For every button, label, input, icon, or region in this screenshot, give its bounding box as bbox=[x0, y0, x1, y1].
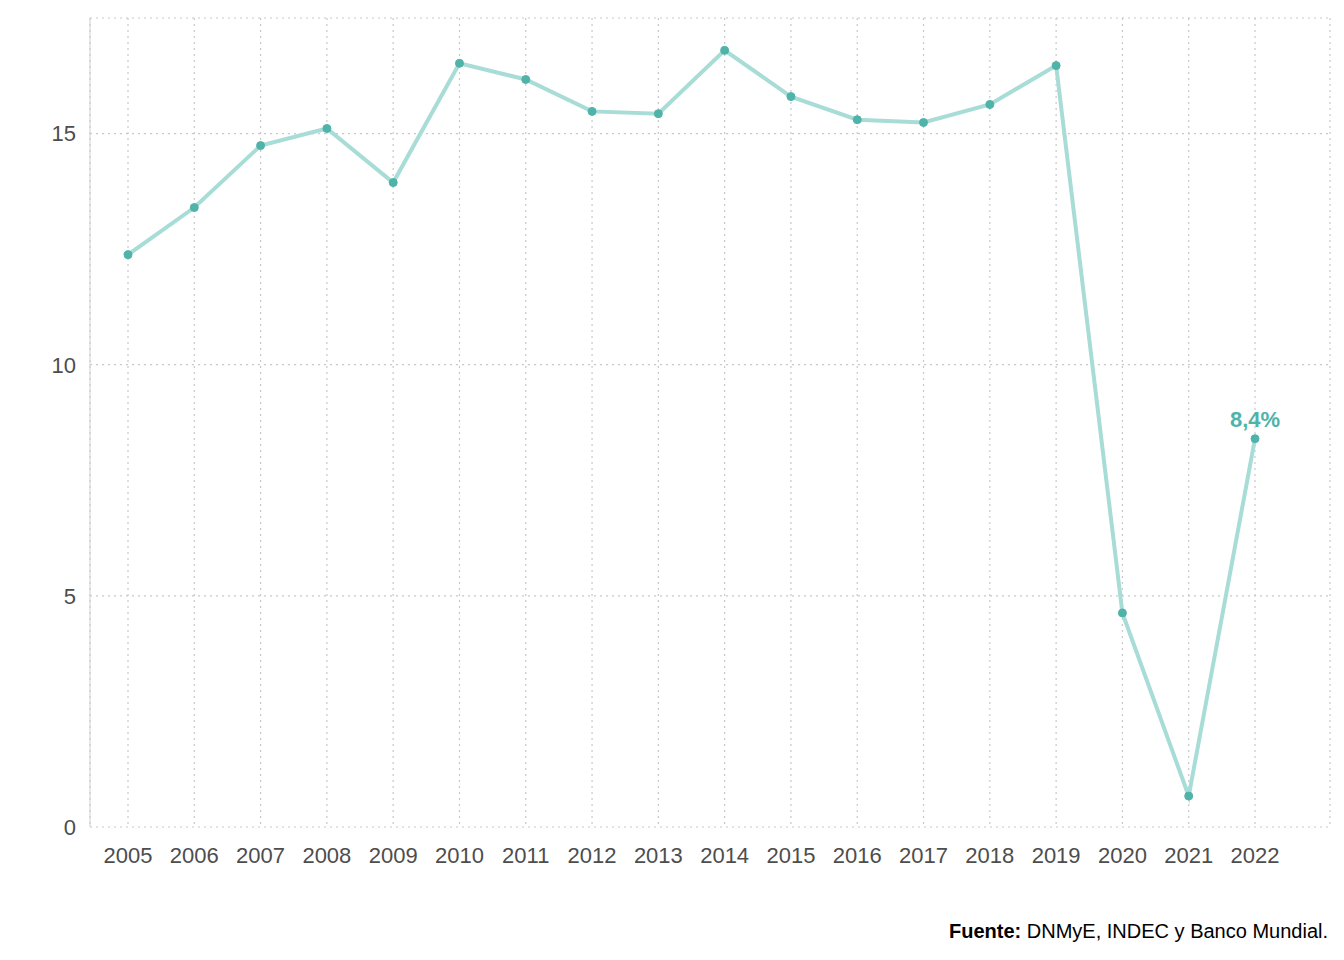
svg-text:2014: 2014 bbox=[700, 843, 749, 868]
svg-text:2022: 2022 bbox=[1231, 843, 1280, 868]
svg-text:2010: 2010 bbox=[435, 843, 484, 868]
svg-text:2007: 2007 bbox=[236, 843, 285, 868]
svg-text:2018: 2018 bbox=[965, 843, 1014, 868]
svg-text:2021: 2021 bbox=[1164, 843, 1213, 868]
svg-text:2019: 2019 bbox=[1032, 843, 1081, 868]
svg-text:2017: 2017 bbox=[899, 843, 948, 868]
svg-text:5: 5 bbox=[64, 584, 76, 609]
html-text:Fuente: DNMyE, INDEC y Banco M: Fuente: DNMyE, INDEC y Banco Mundial. bbox=[949, 920, 1328, 942]
svg-text:2009: 2009 bbox=[369, 843, 418, 868]
svg-text:10: 10 bbox=[52, 353, 76, 378]
svg-text:2016: 2016 bbox=[833, 843, 882, 868]
svg-text:0: 0 bbox=[64, 815, 76, 840]
svg-text:2006: 2006 bbox=[170, 843, 219, 868]
svg-text:2011: 2011 bbox=[502, 843, 549, 868]
svg-text:2005: 2005 bbox=[104, 843, 153, 868]
svg-text:2015: 2015 bbox=[766, 843, 815, 868]
svg-text:8,4%: 8,4% bbox=[1230, 407, 1280, 432]
svg-text:2012: 2012 bbox=[568, 843, 617, 868]
svg-text:15: 15 bbox=[52, 121, 76, 146]
svg-text:2020: 2020 bbox=[1098, 843, 1147, 868]
svg-text:2013: 2013 bbox=[634, 843, 683, 868]
svg-text:2008: 2008 bbox=[302, 843, 351, 868]
